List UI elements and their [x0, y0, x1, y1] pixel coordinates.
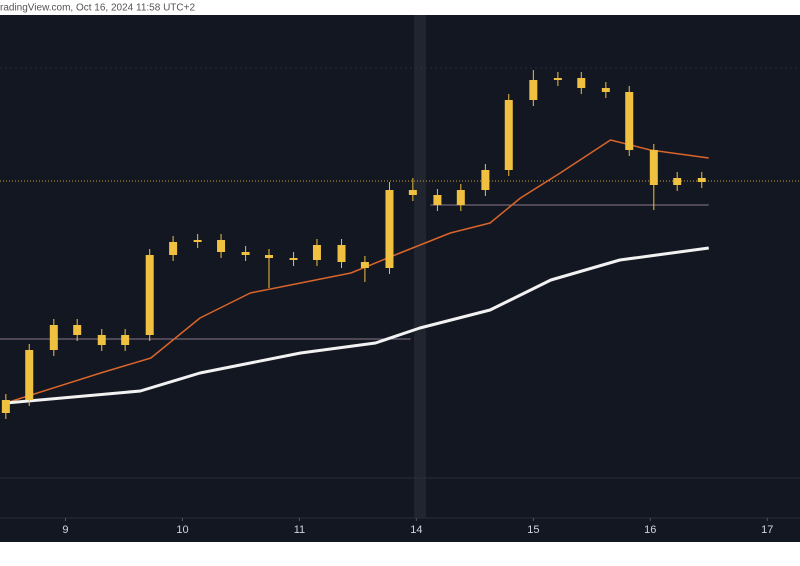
plot-area	[0, 15, 800, 518]
candle-body	[385, 190, 394, 268]
candle-body	[289, 258, 298, 260]
candle-body	[697, 178, 706, 182]
candle-body	[97, 335, 106, 345]
candle-body	[193, 240, 202, 242]
candle-body	[49, 325, 58, 350]
candle-body	[265, 255, 274, 258]
moving-average	[5, 139, 709, 404]
x-tick-label: 16	[644, 524, 656, 536]
candle-body	[553, 78, 562, 80]
candle-body	[1, 400, 10, 413]
x-axis-strip	[0, 518, 800, 542]
candle-body	[481, 170, 490, 190]
candle-body	[504, 100, 513, 170]
x-tick-label: 17	[761, 524, 773, 536]
header-source: radingView.com, Oct 16, 2024 11:58 UTC+2	[0, 3, 195, 14]
candle-body	[312, 245, 321, 260]
candle-body	[673, 178, 682, 185]
candle-body	[25, 350, 34, 400]
candle-body	[360, 262, 369, 268]
candle-body	[577, 78, 586, 88]
x-tick-label: 15	[527, 524, 539, 536]
candle-body	[145, 255, 154, 335]
candle-body	[73, 325, 82, 335]
x-tick-label: 14	[410, 524, 422, 536]
candle-body	[408, 190, 417, 195]
candle-body	[433, 195, 442, 205]
candle-body	[625, 92, 634, 150]
moving-average	[5, 246, 709, 405]
crosshair	[414, 15, 426, 518]
candle-body	[217, 240, 226, 252]
x-tick-label: 9	[62, 524, 68, 536]
x-tick-label: 11	[294, 524, 305, 536]
x-tick-label: 10	[176, 524, 188, 536]
candle-body	[529, 80, 538, 100]
candle-body	[121, 335, 130, 345]
candle-body	[169, 242, 178, 255]
candle-body	[337, 245, 346, 262]
candle-body	[241, 252, 250, 255]
candle-body	[601, 88, 610, 92]
candle-body	[649, 150, 658, 185]
candle-body	[456, 190, 465, 205]
header-strip	[0, 0, 800, 15]
